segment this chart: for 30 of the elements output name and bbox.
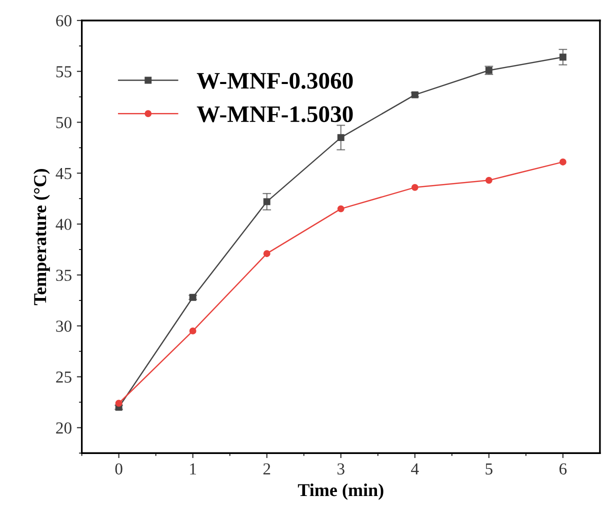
y-axis-title: Temperature (°C) — [33, 169, 50, 306]
y-tick-label: 40 — [56, 218, 72, 230]
x-tick-label: 1 — [190, 463, 196, 474]
y-tick-label: 30 — [56, 320, 72, 332]
y-tick-label: 50 — [56, 116, 72, 128]
x-axis-title: Time (min) — [298, 484, 384, 500]
point — [115, 400, 122, 407]
legend-label: W-MNF-1.5030 — [196, 106, 353, 122]
x-tick-label: 6 — [559, 463, 567, 475]
y-tick-label: 55 — [56, 66, 72, 78]
point — [263, 250, 270, 258]
x-tick-label: 3 — [338, 463, 344, 475]
y-tick-label: 60 — [56, 15, 72, 26]
y-tick-label: 20 — [56, 422, 72, 434]
point — [559, 54, 566, 61]
y-tick-label: 35 — [56, 270, 72, 281]
point — [337, 134, 344, 142]
point — [263, 198, 270, 206]
x-tick-label: 4 — [411, 463, 419, 474]
point — [559, 158, 566, 166]
y-tick-label: 25 — [56, 372, 72, 383]
x-tick-label: 5 — [486, 463, 492, 475]
point — [485, 176, 492, 184]
legend-label: W-MNF-0.3060 — [196, 72, 353, 89]
y-tick-label: 45 — [56, 168, 72, 180]
x-tick-label: 2 — [263, 463, 270, 474]
point — [189, 327, 196, 334]
point — [337, 205, 344, 212]
x-tick-label: 0 — [115, 463, 122, 475]
point — [411, 184, 418, 191]
